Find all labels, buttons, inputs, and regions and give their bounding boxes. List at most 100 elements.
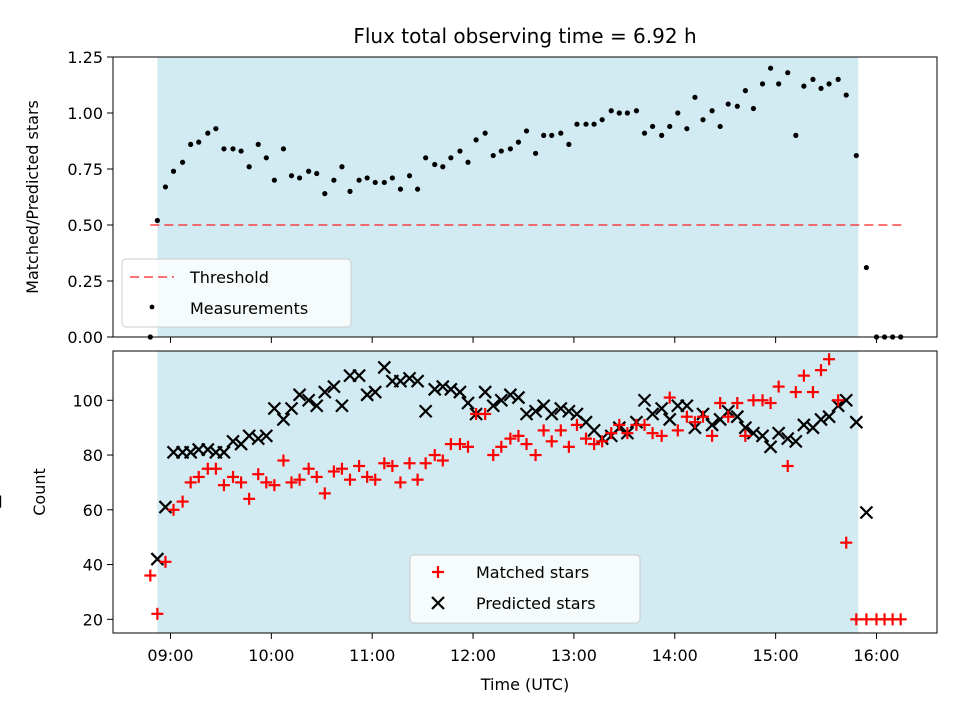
matched-stars-point — [277, 454, 290, 467]
predicted-stars-point — [276, 412, 291, 427]
predicted-stars-point — [226, 434, 240, 449]
predicted-stars-point — [839, 393, 854, 408]
bottom-axes-frame — [112, 350, 938, 634]
matched-stars-point — [860, 613, 873, 626]
top-panel: 0.00 0.25 0.50 0.75 1.00 1.25 Flux total obse… — [23, 24, 938, 347]
matched-stars-point — [613, 418, 626, 431]
matched-stars-point — [318, 487, 331, 500]
matched-stars-point — [327, 465, 340, 478]
matched-stars-point — [722, 410, 735, 423]
bottom-x-tick-label: 13:00 — [551, 646, 597, 665]
measurement-point — [785, 70, 791, 76]
measurement-point — [263, 155, 269, 161]
measurement-point — [541, 132, 547, 138]
matched-stars-point — [419, 457, 432, 470]
threshold-legend-label: Threshold — [189, 268, 269, 287]
matched-stars-point — [781, 459, 794, 472]
matched-stars-point — [554, 424, 567, 437]
measurement-point — [566, 141, 572, 147]
matched-stars-point — [369, 473, 382, 486]
matched-stars-point — [697, 410, 710, 423]
predicted-stars-point — [368, 385, 383, 399]
measurement-point — [473, 137, 479, 143]
matched-stars-point — [588, 438, 601, 451]
predicted-stars-point — [150, 552, 165, 566]
top-y-axis-label: Matched/Predicted stars — [23, 100, 42, 294]
measurement-point — [750, 105, 757, 112]
measurement-point — [440, 164, 446, 170]
measurement-point — [179, 159, 186, 165]
predicted-stars-point — [377, 360, 392, 375]
bottom-y-tick-label: 100 — [72, 391, 103, 410]
measurement-point — [271, 177, 277, 183]
matched-stars-point — [268, 479, 281, 492]
measurement-point — [423, 155, 429, 161]
matched-stars-point — [403, 457, 416, 470]
matched-stars-legend-label: Matched stars — [476, 563, 589, 582]
measurement-point — [659, 132, 665, 138]
matched-stars-point — [596, 435, 609, 448]
matched-stars-point — [159, 555, 172, 568]
matched-stars-point — [243, 492, 256, 505]
measurement-point — [356, 177, 362, 183]
predicted-stars-point — [158, 500, 173, 514]
measurement-point — [532, 150, 539, 156]
measurement-point — [583, 121, 589, 127]
matched-stars-point — [562, 440, 575, 453]
measurement-point — [818, 85, 824, 91]
predicted-stars-point — [284, 401, 299, 416]
bottom-x-tick-label: 10:00 — [248, 646, 294, 665]
measurement-point — [641, 130, 648, 136]
measurement-point — [280, 146, 287, 152]
predicted-stars-point — [393, 374, 408, 388]
matched-stars-point — [353, 459, 366, 472]
matched-stars-point — [167, 503, 180, 516]
matched-stars-point — [252, 468, 265, 481]
measurement-point — [608, 108, 614, 114]
measurement-point — [347, 188, 353, 194]
predicted-stars-point — [528, 404, 543, 419]
matched-stars-point — [520, 438, 533, 451]
predicted-stars-point — [478, 385, 492, 399]
predicted-stars-point — [511, 390, 526, 405]
predicted-stars-point — [410, 374, 425, 388]
bottom-panel: 20 40 60 80 100 09:00 10:00 11:00 12:00 13:00 14:… — [0, 350, 938, 694]
measurement-point — [389, 175, 395, 181]
chart-title: Flux total observing time = 6.92 h — [353, 24, 696, 48]
measurement-point — [767, 65, 774, 71]
measurement-point — [213, 126, 219, 132]
top-x-ticks — [169, 337, 877, 343]
predicted-stars-point — [859, 505, 874, 520]
measurement-point — [801, 83, 807, 89]
measurement-point — [843, 92, 849, 98]
matched-stars-point — [411, 473, 424, 486]
measurement-point — [835, 76, 841, 82]
measurement-point — [306, 168, 312, 174]
measurement-point — [591, 121, 597, 127]
matched-stars-point — [487, 449, 500, 462]
predicted-stars-point — [436, 379, 450, 394]
bottom-legend: Matched stars Predicted stars — [409, 554, 641, 624]
matched-stars-point — [580, 432, 593, 445]
predicted-stars-point — [554, 401, 568, 416]
matched-stars-point — [151, 607, 164, 620]
matched-stars-point — [302, 462, 315, 475]
measurement-point — [675, 110, 681, 116]
predicted-stars-point — [427, 382, 442, 397]
top-y-tick-label: 0.00 — [67, 328, 103, 347]
top-legend-box — [121, 258, 352, 328]
predicted-stars-point — [797, 418, 811, 432]
predicted-stars-point — [763, 440, 778, 454]
predicted-stars-point — [562, 404, 576, 419]
bottom-y-axis-label: Count — [30, 468, 49, 516]
predicted-stars-point — [309, 398, 324, 413]
predicted-stars-point — [780, 431, 795, 446]
top-legend: Threshold Measurements — [121, 258, 352, 328]
predicted-stars-point — [318, 385, 332, 399]
predicted-stars-point — [183, 445, 198, 460]
predicted-stars-point — [201, 442, 215, 457]
measurement-point — [700, 117, 706, 123]
measurement-point — [793, 132, 799, 138]
predicted-stars-point — [662, 412, 677, 427]
matched-stars-point — [772, 380, 785, 393]
